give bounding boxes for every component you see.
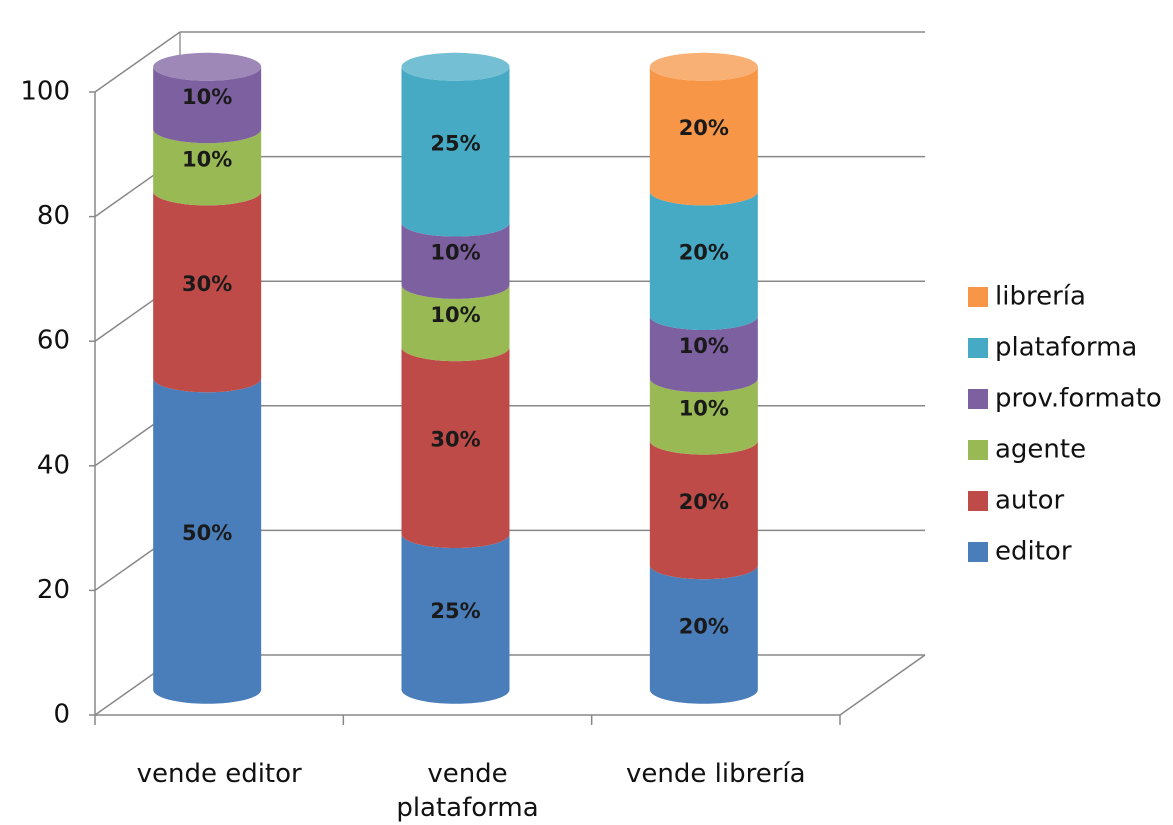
legend-label: prov.formato xyxy=(995,384,1162,414)
bar-cap-shade xyxy=(153,52,262,81)
bar-segment xyxy=(401,284,510,362)
bar-segment xyxy=(153,66,262,144)
bar-segment xyxy=(649,565,758,704)
data-label: 10% xyxy=(430,303,480,327)
bar-cap xyxy=(401,52,510,81)
x-tick-label: vende librería xyxy=(626,759,806,789)
y-tick-label: 100 xyxy=(20,77,70,107)
legend-label: autor xyxy=(995,486,1065,516)
data-label: 20% xyxy=(679,241,729,265)
y-tick-label: 0 xyxy=(53,700,70,730)
data-label: 10% xyxy=(182,147,232,171)
bar-segment xyxy=(153,129,262,206)
bar-cap xyxy=(649,52,758,81)
data-label: 10% xyxy=(679,334,729,358)
legend-swatch xyxy=(968,491,988,511)
bar-cap-shade xyxy=(401,52,510,81)
data-label: 50% xyxy=(182,521,232,545)
data-label: 10% xyxy=(182,85,232,109)
y-tick-label: 20 xyxy=(37,575,70,605)
legend-label: agente xyxy=(995,435,1086,465)
bar-segment xyxy=(649,378,758,455)
legend-label: librería xyxy=(995,282,1086,312)
legend-label: editor xyxy=(995,537,1072,567)
bar-segment xyxy=(649,440,758,580)
bar-segment xyxy=(649,191,758,331)
bar-cap-shade xyxy=(649,52,758,81)
bar-segment xyxy=(401,534,510,704)
data-label: 20% xyxy=(679,490,729,514)
data-label: 10% xyxy=(679,396,729,420)
y-tick-label: 80 xyxy=(37,201,70,231)
data-label: 30% xyxy=(430,428,480,452)
data-label: 20% xyxy=(679,615,729,639)
data-label: 25% xyxy=(430,132,480,156)
legend-swatch xyxy=(968,338,988,358)
bar-segment xyxy=(649,66,758,206)
x-tick-label: vende editor xyxy=(136,759,302,789)
grid-line-side xyxy=(94,31,181,93)
data-label: 25% xyxy=(430,599,480,623)
bar-cap xyxy=(153,52,262,81)
x-tick-label: vende plataforma xyxy=(396,759,539,823)
y-tick-label: 60 xyxy=(37,326,70,356)
legend-swatch xyxy=(968,287,988,307)
bar-segment xyxy=(153,378,262,704)
legend-swatch xyxy=(968,389,988,409)
bar-segment xyxy=(153,191,262,393)
bar-segment xyxy=(649,316,758,393)
bar-segment xyxy=(401,347,510,549)
data-label: 10% xyxy=(430,241,480,265)
data-label: 20% xyxy=(679,116,729,140)
bar-segment xyxy=(401,66,510,237)
data-label: 30% xyxy=(182,272,232,296)
bar-segment xyxy=(401,222,510,299)
y-tick-label: 40 xyxy=(37,450,70,480)
legend-swatch xyxy=(968,542,988,562)
legend-label: plataforma xyxy=(995,333,1137,363)
legend-swatch xyxy=(968,440,988,460)
